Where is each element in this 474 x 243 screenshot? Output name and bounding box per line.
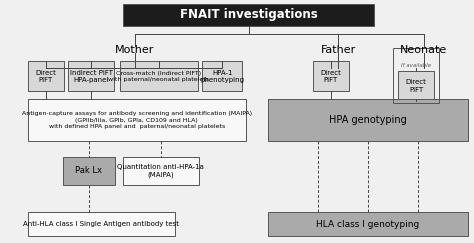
FancyBboxPatch shape xyxy=(123,157,199,185)
Text: HPA genotyping: HPA genotyping xyxy=(329,115,407,125)
Text: Anti-HLA class I Single Antigen antibody test: Anti-HLA class I Single Antigen antibody… xyxy=(23,221,179,227)
FancyBboxPatch shape xyxy=(398,71,434,101)
Text: HPA-1
phenotyping: HPA-1 phenotyping xyxy=(201,69,245,83)
FancyBboxPatch shape xyxy=(123,4,374,26)
FancyBboxPatch shape xyxy=(120,61,198,91)
FancyBboxPatch shape xyxy=(313,61,349,91)
Text: Mother: Mother xyxy=(115,45,155,55)
Text: Antigen-capture assays for antibody screening and identification (MAIPA)
(GPIIb/: Antigen-capture assays for antibody scre… xyxy=(22,111,252,129)
Text: Cross-match (Indirect PIFT)
with paternal/neonatal platelets: Cross-match (Indirect PIFT) with paterna… xyxy=(108,71,209,82)
FancyBboxPatch shape xyxy=(268,212,468,236)
FancyBboxPatch shape xyxy=(268,99,468,141)
FancyBboxPatch shape xyxy=(27,99,246,141)
FancyBboxPatch shape xyxy=(68,61,114,91)
Text: Indirect PIFT
HPA-panel: Indirect PIFT HPA-panel xyxy=(70,69,113,83)
Text: FNAIT investigations: FNAIT investigations xyxy=(180,8,318,21)
Text: Quantitation anti-HPA-1a
(MAIPA): Quantitation anti-HPA-1a (MAIPA) xyxy=(117,164,204,178)
FancyBboxPatch shape xyxy=(27,212,175,236)
Text: Direct
PIFT: Direct PIFT xyxy=(406,79,427,93)
Text: If available: If available xyxy=(401,63,431,68)
Text: Direct
PIFT: Direct PIFT xyxy=(35,69,56,83)
Text: Father: Father xyxy=(321,45,356,55)
FancyBboxPatch shape xyxy=(202,61,242,91)
Text: HLA class I genotyping: HLA class I genotyping xyxy=(316,220,419,229)
Text: Pak Lx: Pak Lx xyxy=(75,166,102,175)
Text: Direct
PIFT: Direct PIFT xyxy=(320,69,341,83)
FancyBboxPatch shape xyxy=(27,61,64,91)
FancyBboxPatch shape xyxy=(63,157,115,185)
Text: Neonate: Neonate xyxy=(400,45,447,55)
